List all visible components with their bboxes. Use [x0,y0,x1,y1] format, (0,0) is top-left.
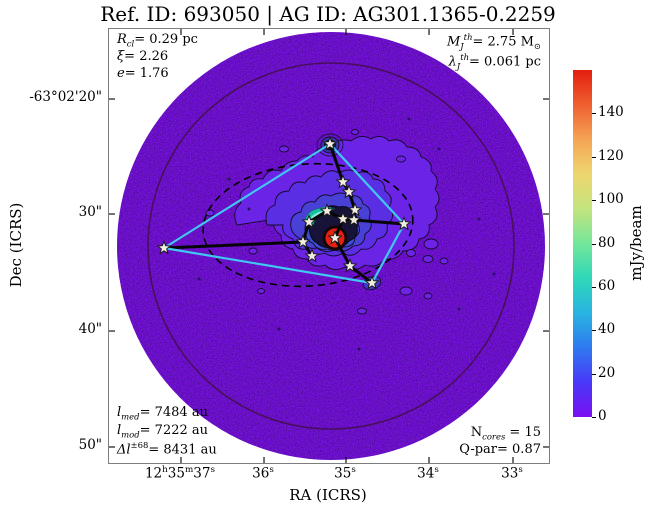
annotation-top-left: Rcl= 0.29 pc ξ= 2.26 e= 1.76 [117,32,198,83]
y-tick-label: 40" [78,321,102,338]
colorbar-tick-label: 120 [598,147,624,164]
annotation-line: Ncores = 15 [470,424,541,442]
core-star-marker [301,214,317,229]
x-axis-label: RA (ICRS) [289,486,367,504]
core-star-marker [364,275,380,290]
cluster-ellipse [202,162,414,288]
core-star-marker [346,212,362,227]
figure-title: Ref. ID: 693050 | AG ID: AG301.1365-0.22… [100,2,556,26]
colorbar-tick-label: 0 [598,408,607,424]
annotation-line: Q-par= 0.87 [459,442,541,458]
annotation-bottom-left: lmed= 7484 au lmod= 7222 au Δl±68= 8431 … [117,405,217,459]
colorbar-tick-mark [592,373,596,375]
annotation-line: lmod= 7222 au [117,422,209,440]
annotation-top-right: MJth= 2.75 M⊙ λJth= 0.061 pc [447,32,541,71]
colorbar-tick-mark [592,200,596,202]
x-tick-label: 34s [417,465,439,482]
plot-area: Rcl= 0.29 pc ξ= 2.26 e= 1.76 MJth= 2.75 … [108,28,550,464]
core-star-marker [335,174,351,189]
y-tick-label: 30" [78,204,102,220]
y-tick-label: -63°02'20" [29,89,102,105]
annotation-line: ξ= 2.26 [117,49,169,65]
colorbar-tick-label: 100 [598,191,624,208]
convex-hull-edges [162,142,406,285]
speckles [197,117,496,351]
contour-islands [205,129,449,315]
x-tick-label: 36s [252,465,274,482]
core-star-marker [327,230,343,245]
colorbar-tick-label: 20 [598,364,616,381]
colorbar-tick-label: 80 [598,234,616,251]
x-tick-label: 35s [334,465,356,482]
colorbar-tick-label: 60 [598,277,616,294]
colorbar-tick-mark [592,113,596,115]
annotation-bottom-right: Ncores = 15 Q-par= 0.87 [459,425,541,459]
core-star-marker [295,234,311,249]
y-tick-label: 50" [78,436,102,453]
annotation-line: λJth= 0.061 pc [448,51,541,71]
annotation-line: Rcl= 0.29 pc [117,32,198,49]
colorbar-tick-mark [592,286,596,288]
colorbar-tick-mark [592,156,596,158]
colorbar-label: mJy/beam [627,205,645,281]
core-star-marker [304,248,320,263]
annotation-line: e= 1.76 [117,66,169,82]
core-star-marker [335,211,351,226]
colorbar-tick-mark [592,243,596,245]
core-star-marker [156,240,172,255]
annotation-line: MJth= 2.75 M⊙ [446,32,541,51]
colorbar-tick-mark [592,417,596,418]
core-star-marker [342,258,358,273]
core-star-marker [322,136,338,151]
axis-tick-marks [109,29,549,463]
core-star-marker [319,203,335,218]
x-tick-label: 33s [501,465,523,482]
colorbar-tick-label: 40 [598,321,616,338]
core-star-marker [347,202,363,217]
cluster-radius-circle [147,62,515,430]
core-stars [156,136,412,290]
colorbar-tick-mark [592,330,596,332]
x-tick-label: 12h35m37s [144,465,215,482]
core-star-marker [396,216,412,231]
annotation-line: Δl±68= 8431 au [117,440,217,458]
annotation-line: lmed= 7484 au [117,405,208,422]
sky-map [109,29,549,463]
colorbar [573,70,592,417]
colorbar-tick-label: 140 [598,104,624,121]
core-star-marker [341,184,357,199]
